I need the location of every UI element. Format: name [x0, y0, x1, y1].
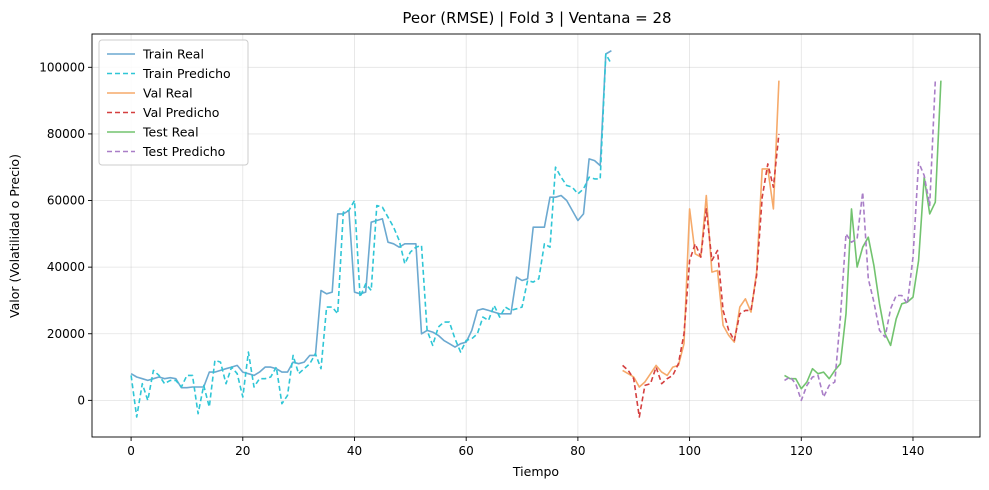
y-tick-label: 100000: [39, 60, 85, 74]
x-tick-label: 40: [347, 444, 362, 458]
y-tick-label: 0: [77, 393, 85, 407]
legend: Train Real Train Predicho Val Real Val Pred…: [98, 39, 249, 166]
x-axis-label: Tiempo: [512, 464, 559, 479]
legend-label: Test Predicho: [142, 144, 225, 159]
y-tick-label: 20000: [47, 327, 85, 341]
y-tick-label: 80000: [47, 127, 85, 141]
grid: [92, 34, 980, 437]
legend-box: [98, 39, 249, 166]
x-tick-label: 100: [678, 444, 701, 458]
x-tick-label: 140: [902, 444, 925, 458]
x-tick-label: 0: [127, 444, 135, 458]
chart-title: Peor (RMSE) | Fold 3 | Ventana = 28: [402, 9, 671, 27]
series-lines: [130, 50, 942, 418]
series-line-train-predicho: [130, 53, 613, 418]
legend-label: Val Predicho: [143, 105, 219, 120]
series-line-val-predicho: [622, 133, 780, 418]
y-tick-label: 60000: [47, 194, 85, 208]
plot-frame: [91, 33, 981, 438]
legend-label: Train Predicho: [142, 66, 231, 81]
series-line-train-real: [130, 50, 612, 389]
x-tick-label: 60: [459, 444, 474, 458]
series-line-test-real: [784, 80, 942, 390]
y-axis-label: Valor (Volatilidad o Precio): [7, 154, 22, 318]
x-tick-label: 20: [235, 444, 250, 458]
axis-ticks: 0 20 40 60 80 100 120 140 0 20000 40000 60000 80000 1…: [39, 60, 924, 458]
x-tick-label: 80: [570, 444, 585, 458]
legend-label: Val Real: [143, 86, 193, 101]
legend-label: Test Real: [142, 125, 199, 140]
x-tick-label: 120: [790, 444, 813, 458]
y-tick-label: 40000: [47, 260, 85, 274]
legend-label: Train Real: [142, 47, 204, 62]
